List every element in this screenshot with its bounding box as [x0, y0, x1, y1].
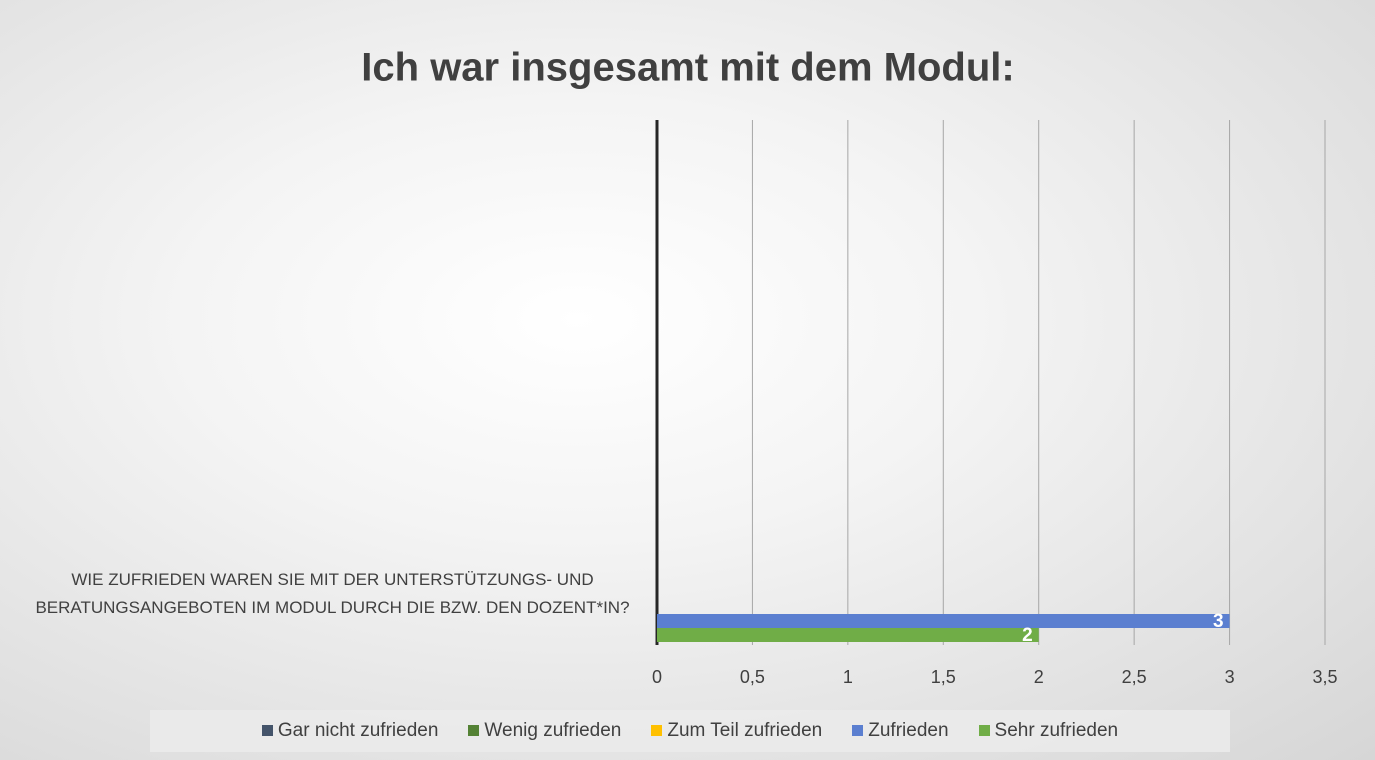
category-label: WIE ZUFRIEDEN WAREN SIE MIT DER UNTERSTÜ… — [35, 570, 630, 617]
legend-swatch — [261, 725, 273, 736]
data-label: 3 — [1213, 611, 1224, 632]
chart-title: Ich war insgesamt mit dem Modul: — [361, 46, 1014, 90]
legend-swatch — [852, 725, 864, 736]
x-tick-label: 1,5 — [931, 667, 956, 687]
x-tick-label: 0 — [652, 667, 662, 687]
bar — [657, 628, 1039, 642]
legend-label: Zum Teil zufrieden — [667, 720, 823, 741]
legend-label: Sehr zufrieden — [994, 720, 1119, 741]
x-tick-label: 0,5 — [740, 667, 765, 687]
legend-label: Wenig zufrieden — [484, 720, 622, 741]
legend-item: Sehr zufrieden — [978, 720, 1119, 742]
legend-swatch — [468, 725, 480, 736]
legend-swatch — [651, 725, 663, 736]
legend: Gar nicht zufrieden Wenig zufrieden Zum Te… — [150, 710, 1230, 752]
data-label: 2 — [1022, 625, 1033, 646]
x-tick-label: 1 — [843, 667, 853, 687]
legend-item: Wenig zufrieden — [468, 720, 621, 742]
legend-item: Gar nicht zufrieden — [261, 720, 439, 742]
legend-item: Zum Teil zufrieden — [651, 720, 822, 742]
bar — [657, 614, 1230, 628]
legend-label: Zufrieden — [868, 720, 949, 741]
x-tick-label: 2,5 — [1122, 667, 1147, 687]
x-tick-label: 3,5 — [1312, 667, 1337, 687]
x-tick-label: 3 — [1225, 667, 1235, 687]
x-tick-label: 2 — [1034, 667, 1044, 687]
legend-label: Gar nicht zufrieden — [277, 720, 439, 741]
legend-item: Zufrieden — [852, 720, 949, 742]
legend-swatch — [978, 725, 990, 736]
